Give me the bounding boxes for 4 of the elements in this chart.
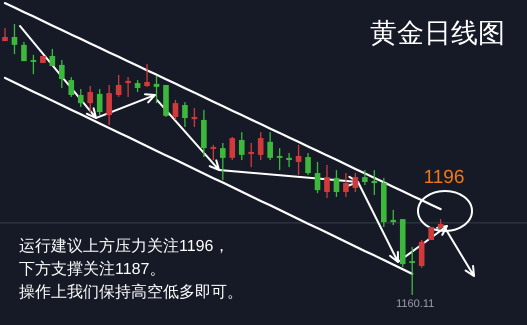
chart-title: 黄金日线图 (370, 18, 505, 48)
annotation: 1160.11 (396, 298, 434, 310)
annotation: 1196 (424, 167, 464, 188)
annotation: 运行建议上方压力关注1196，下方支撑关注1187。操作上我们保持高空低多即可。 (19, 237, 243, 301)
